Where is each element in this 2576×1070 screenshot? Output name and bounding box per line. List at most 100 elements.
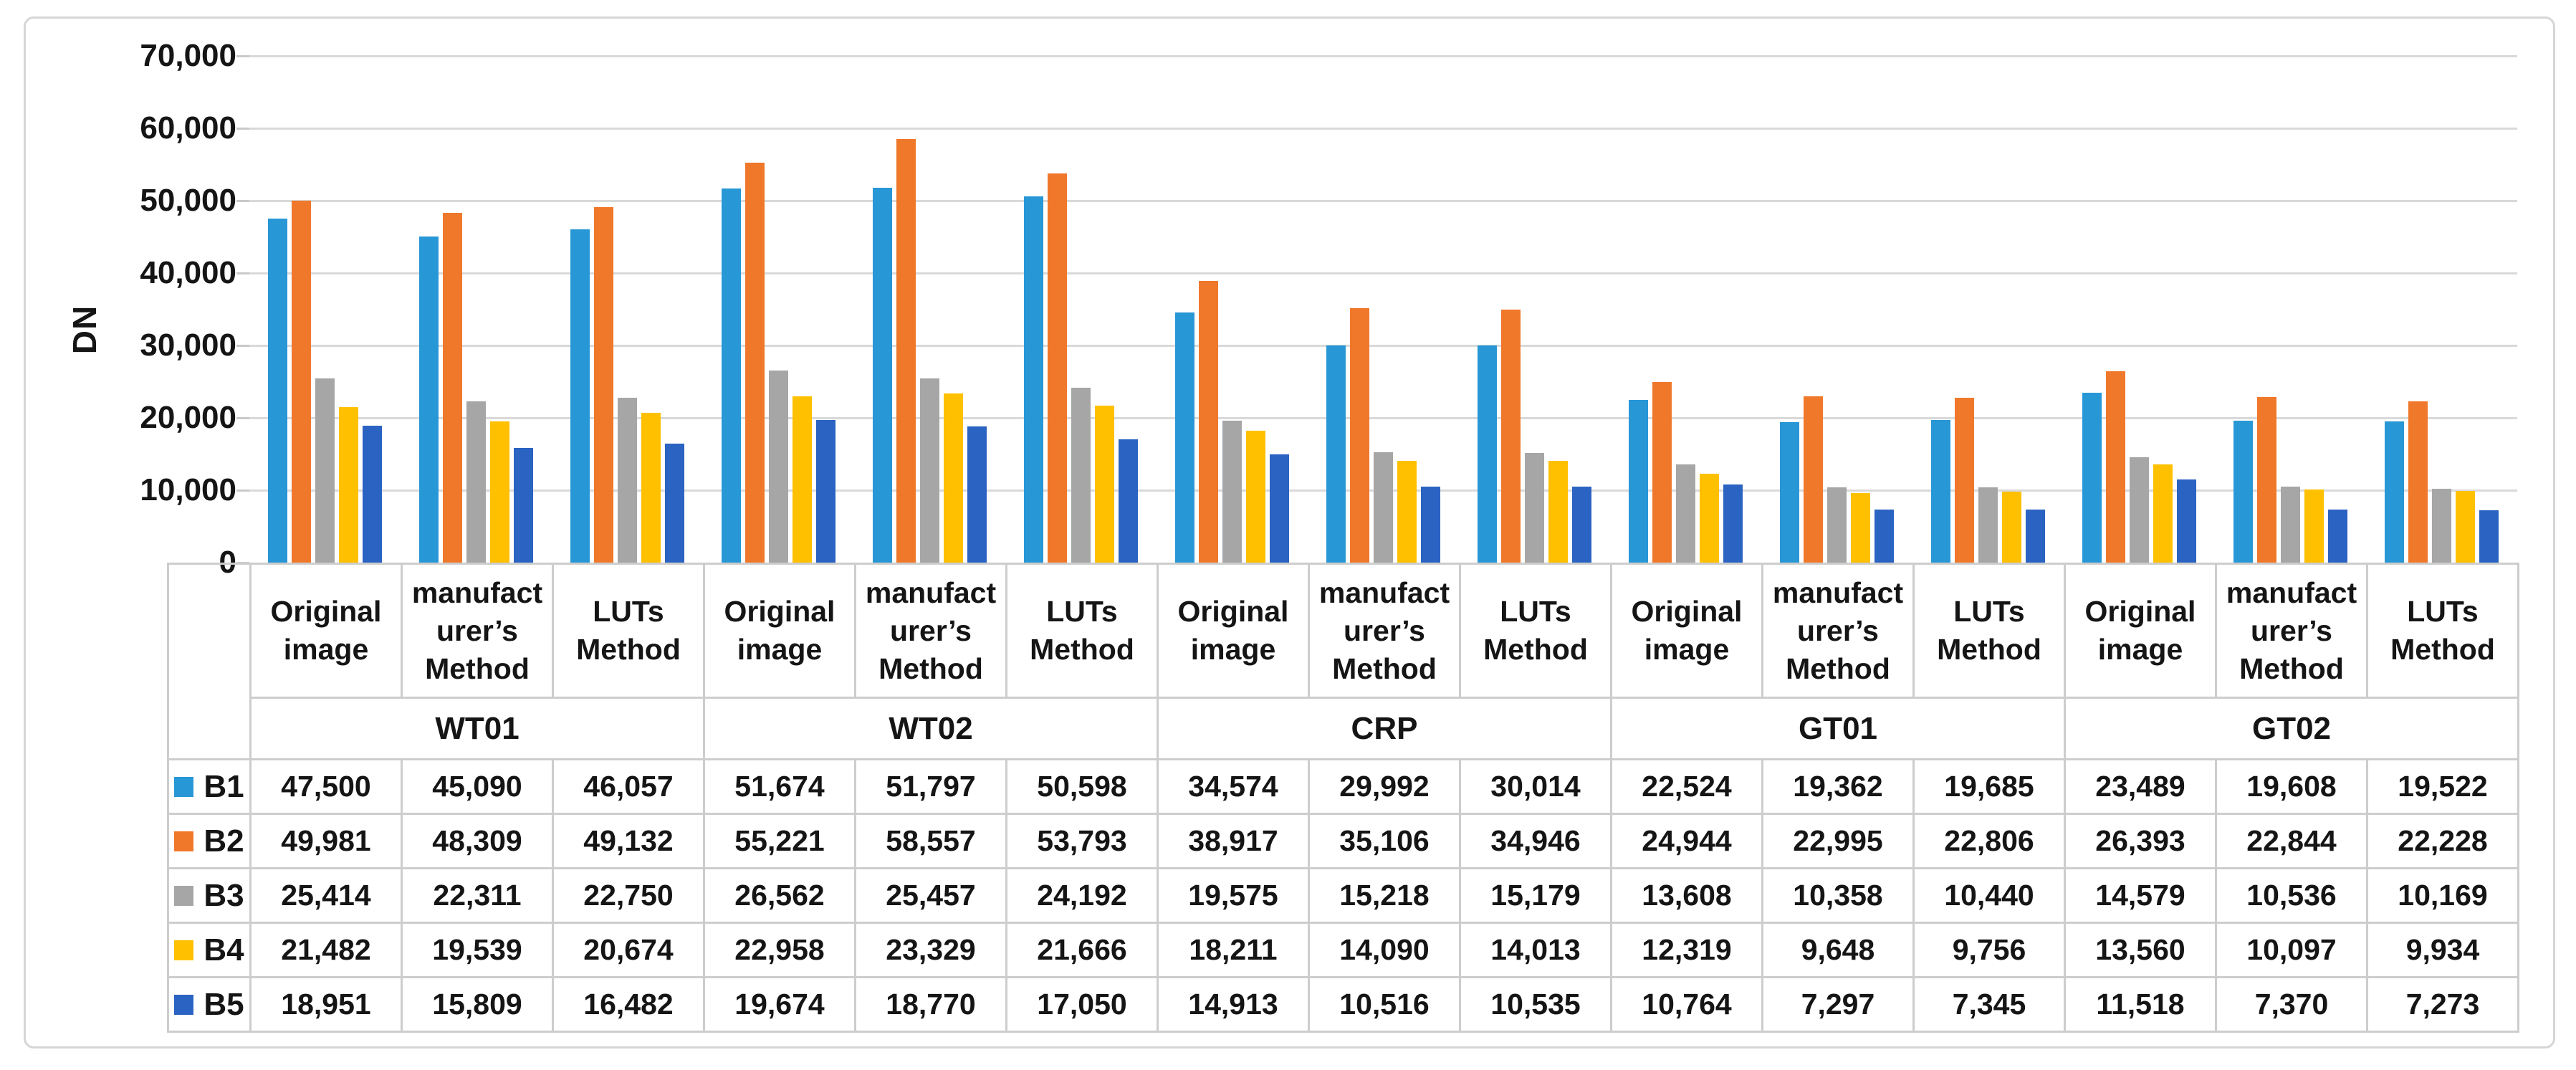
legend-swatch-b4 xyxy=(174,940,194,960)
bar-b5-wt02-luts-method xyxy=(1119,439,1138,563)
value-b2-crp-luts-method: 34,946 xyxy=(1459,813,1612,869)
site-header-wt02: WT02 xyxy=(703,697,1159,760)
y-tick-label-20000: 20,000 xyxy=(140,400,236,435)
method-header-gt02-luts-method: LUTs Method xyxy=(2366,563,2519,699)
value-b5-wt02-original-image: 19,674 xyxy=(703,976,856,1033)
legend-cell-b2: B2 xyxy=(167,813,252,869)
site-header-crp: CRP xyxy=(1157,697,1612,760)
bar-b1-crp-original-image xyxy=(1175,312,1194,563)
gridline-20000 xyxy=(249,417,2517,419)
value-b1-wt02-luts-method: 50,598 xyxy=(1005,758,1159,815)
bar-b3-wt02-luts-method xyxy=(1071,388,1091,563)
value-b1-wt02-original-image: 51,674 xyxy=(703,758,856,815)
value-b2-wt01-luts-method: 49,132 xyxy=(552,813,705,869)
bar-b1-gt02-original-image xyxy=(2082,393,2102,563)
y-tick-label-10000: 10,000 xyxy=(140,472,236,507)
bar-b5-gt01-luts-method xyxy=(2026,510,2045,563)
legend-label-b3: B3 xyxy=(204,877,244,913)
gridline-60000 xyxy=(249,128,2517,130)
value-b4-gt01-original-image: 12,319 xyxy=(1610,922,1763,978)
value-b5-crp-luts-method: 10,535 xyxy=(1459,976,1612,1033)
value-b1-wt01-manufacturer-s-method: 45,090 xyxy=(401,758,554,815)
legend-swatch-b2 xyxy=(174,831,194,851)
y-tick-mark-0 xyxy=(236,562,249,564)
value-b2-gt02-luts-method: 22,228 xyxy=(2366,813,2519,869)
y-tick-mark-20000 xyxy=(236,417,249,419)
bar-b1-wt02-manufacturer-s-method xyxy=(873,188,892,563)
value-b3-gt01-manufacturer-s-method: 10,358 xyxy=(1761,867,1915,924)
bar-b3-gt01-original-image xyxy=(1676,464,1695,563)
bar-b2-wt01-manufacturer-s-method xyxy=(443,213,462,563)
value-b2-gt01-manufacturer-s-method: 22,995 xyxy=(1761,813,1915,869)
value-b3-wt02-luts-method: 24,192 xyxy=(1005,867,1159,924)
y-tick-label-60000: 60,000 xyxy=(140,110,236,145)
legend-label-b4: B4 xyxy=(204,932,244,968)
bar-b2-gt02-luts-method xyxy=(2408,401,2428,563)
bar-b2-wt02-manufacturer-s-method xyxy=(896,139,916,563)
site-header-gt02: GT02 xyxy=(2064,697,2519,760)
bar-b2-wt01-original-image xyxy=(292,201,311,563)
y-tick-mark-50000 xyxy=(236,200,249,202)
value-b3-wt01-original-image: 25,414 xyxy=(249,867,403,924)
value-b4-crp-original-image: 18,211 xyxy=(1157,922,1310,978)
method-header-wt01-luts-method: LUTs Method xyxy=(552,563,705,699)
bar-b3-crp-original-image xyxy=(1222,421,1242,563)
bar-b2-crp-manufacturer-s-method xyxy=(1350,308,1369,563)
value-b1-gt01-manufacturer-s-method: 19,362 xyxy=(1761,758,1915,815)
bar-b4-gt02-original-image xyxy=(2153,464,2173,563)
bar-b4-wt01-original-image xyxy=(339,407,358,563)
bar-b4-crp-original-image xyxy=(1246,431,1265,563)
y-tick-mark-60000 xyxy=(236,128,249,130)
method-header-gt02-original-image: Original image xyxy=(2064,563,2217,699)
value-b2-wt02-manufacturer-s-method: 58,557 xyxy=(854,813,1007,869)
value-b3-gt02-luts-method: 10,169 xyxy=(2366,867,2519,924)
method-header-gt01-manufacturer-s-method: manufact urer’s Method xyxy=(1761,563,1915,699)
method-header-gt01-original-image: Original image xyxy=(1610,563,1763,699)
table-row-b2: B2 49,981 48,309 49,132 55,221 58,557 53,793 38… xyxy=(167,813,2519,869)
value-b2-gt02-original-image: 26,393 xyxy=(2064,813,2217,869)
bar-b4-crp-manufacturer-s-method xyxy=(1397,461,1417,563)
value-b1-gt02-original-image: 23,489 xyxy=(2064,758,2217,815)
value-b3-wt02-original-image: 26,562 xyxy=(703,867,856,924)
method-header-wt02-luts-method: LUTs Method xyxy=(1005,563,1159,699)
legend-cell-b1: B1 xyxy=(167,758,252,815)
y-tick-label-70000: 70,000 xyxy=(140,38,236,73)
y-tick-label-30000: 30,000 xyxy=(140,328,236,363)
bar-b2-gt01-original-image xyxy=(1652,382,1672,563)
bar-group-gt01-manufacturer-s-method xyxy=(1761,56,1912,563)
bar-b1-wt01-luts-method xyxy=(570,229,590,563)
value-b1-wt01-original-image: 47,500 xyxy=(249,758,403,815)
value-b3-gt02-manufacturer-s-method: 10,536 xyxy=(2215,867,2368,924)
bar-groups xyxy=(249,56,2517,563)
value-b4-wt01-luts-method: 20,674 xyxy=(552,922,705,978)
bar-b1-crp-manufacturer-s-method xyxy=(1326,345,1346,563)
value-b3-wt01-luts-method: 22,750 xyxy=(552,867,705,924)
value-b2-gt02-manufacturer-s-method: 22,844 xyxy=(2215,813,2368,869)
y-tick-mark-30000 xyxy=(236,345,249,347)
value-b3-crp-luts-method: 15,179 xyxy=(1459,867,1612,924)
bar-b1-gt01-luts-method xyxy=(1931,420,1950,563)
bar-b3-gt02-luts-method xyxy=(2432,489,2451,563)
bar-b3-gt02-original-image xyxy=(2130,457,2149,563)
value-b4-wt01-manufacturer-s-method: 19,539 xyxy=(401,922,554,978)
site-header-wt01: WT01 xyxy=(249,697,705,760)
bar-b4-gt01-original-image xyxy=(1700,474,1719,563)
bar-group-wt02-original-image xyxy=(703,56,854,563)
method-header-wt02-original-image: Original image xyxy=(703,563,856,699)
bar-b2-gt01-manufacturer-s-method xyxy=(1804,396,1823,563)
bar-group-wt02-luts-method xyxy=(1005,56,1157,563)
legend-label-b2: B2 xyxy=(204,823,244,859)
y-tick-label-50000: 50,000 xyxy=(140,183,236,218)
bar-b4-wt01-luts-method xyxy=(641,413,661,563)
legend-cell-b5: B5 xyxy=(167,976,252,1033)
bar-b5-gt02-luts-method xyxy=(2479,510,2499,563)
legend-cell-b3: B3 xyxy=(167,867,252,924)
table-row-b5: B5 18,951 15,809 16,482 19,674 18,770 17,050 14… xyxy=(167,976,2519,1033)
bar-b5-gt01-manufacturer-s-method xyxy=(1874,510,1894,563)
bar-group-wt01-manufacturer-s-method xyxy=(401,56,552,563)
method-header-wt01-manufacturer-s-method: manufact urer’s Method xyxy=(401,563,554,699)
value-b3-wt01-manufacturer-s-method: 22,311 xyxy=(401,867,554,924)
gridline-70000 xyxy=(249,55,2517,57)
bar-group-crp-luts-method xyxy=(1459,56,1610,563)
